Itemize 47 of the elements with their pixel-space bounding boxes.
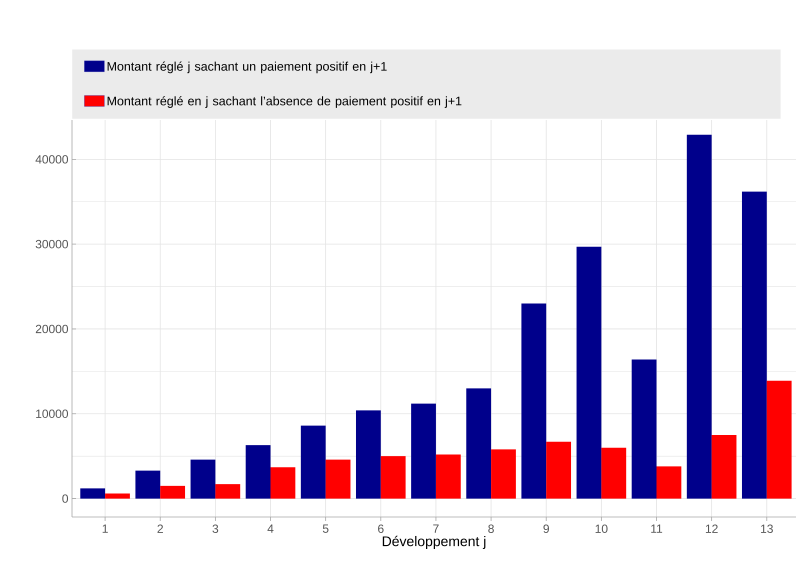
bar xyxy=(380,456,406,499)
bar xyxy=(686,134,712,499)
x-tick-label: 12 xyxy=(706,524,718,533)
bar xyxy=(80,488,106,499)
bar xyxy=(326,460,350,499)
bar xyxy=(436,454,461,499)
legend-label: Montant réglé j sachant un paiement positif en j+1 xyxy=(108,61,387,74)
bar xyxy=(712,434,736,499)
x-tick-label: 8 xyxy=(488,524,494,533)
y-tick-label: 0 xyxy=(62,494,68,503)
bar xyxy=(576,246,602,499)
x-tick-label: 10 xyxy=(596,524,608,533)
x-tick-label: 9 xyxy=(543,524,549,533)
y-tick-label: 30000 xyxy=(36,240,68,248)
bar xyxy=(160,486,186,499)
x-tick-label: 13 xyxy=(761,524,773,533)
bar xyxy=(491,449,516,499)
bar xyxy=(546,442,572,499)
bar xyxy=(411,404,436,499)
y-tick-label: 10000 xyxy=(36,410,68,418)
bar xyxy=(766,380,792,499)
bar xyxy=(300,426,326,499)
bar xyxy=(632,359,656,499)
legend-label: Montant réglé en j sachant l’absence de paiement positif en j+1 xyxy=(108,96,462,108)
x-tick-label: 3 xyxy=(212,524,218,533)
bar xyxy=(105,493,130,499)
bar xyxy=(601,448,626,499)
bar xyxy=(466,388,492,499)
bar xyxy=(270,467,296,499)
x-tick-label: 6 xyxy=(378,524,384,533)
x-axis-title: Développement j xyxy=(382,536,486,549)
y-tick-label: 40000 xyxy=(36,155,68,164)
x-tick-label: 5 xyxy=(322,524,328,533)
bar xyxy=(246,445,271,499)
x-tick-label: 11 xyxy=(651,524,662,533)
y-tick-label: 20000 xyxy=(36,324,68,334)
bar xyxy=(135,470,160,499)
x-tick-label: 4 xyxy=(267,524,274,533)
x-tick-label: 1 xyxy=(102,524,108,533)
bar xyxy=(742,192,767,499)
x-tick-label: 7 xyxy=(433,524,439,533)
bar xyxy=(656,466,682,499)
bar xyxy=(521,304,546,499)
bar xyxy=(356,410,381,499)
bar xyxy=(215,484,240,499)
x-tick-label: 2 xyxy=(158,524,163,533)
bar xyxy=(190,460,216,499)
